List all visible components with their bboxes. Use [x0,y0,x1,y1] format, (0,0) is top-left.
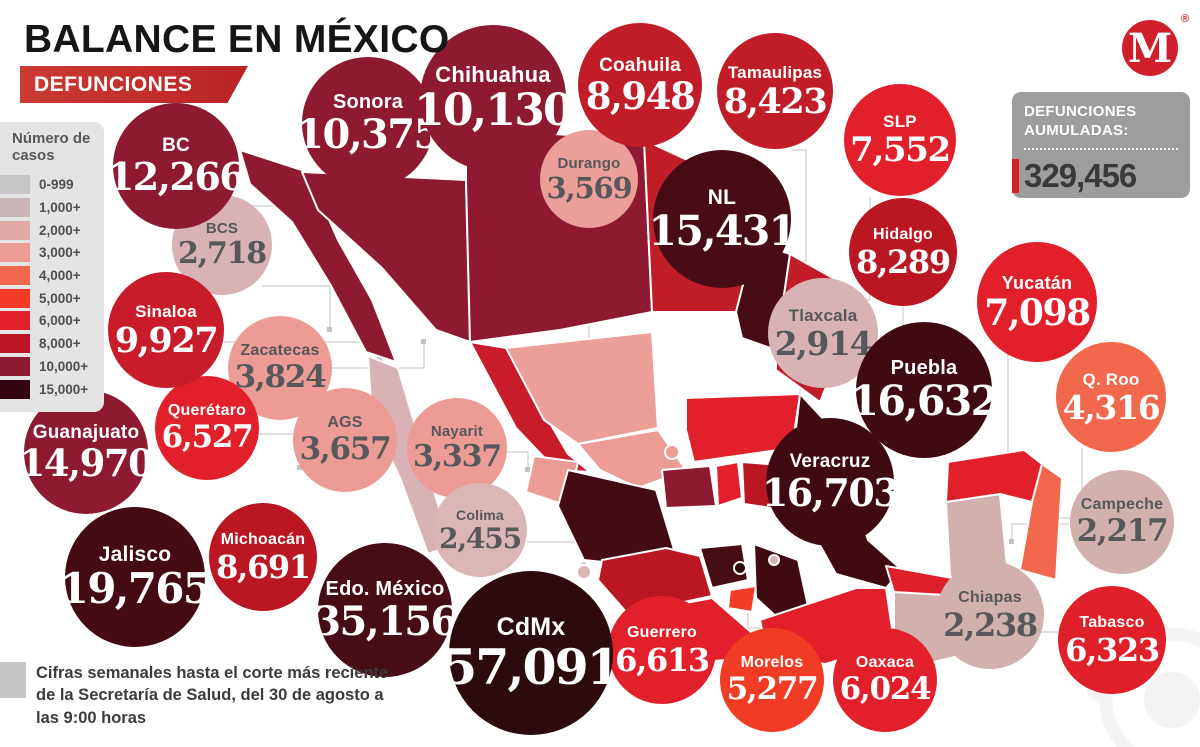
summary-red-bar [1012,158,1019,193]
legend-label: 1,000+ [39,200,81,216]
map-state-colima [576,564,592,580]
map-state-hidalgo [741,461,793,511]
legend-swatch [0,175,30,195]
legend-item: 15,000+ [0,378,104,401]
legend-item: 10,000+ [0,355,104,378]
legend-item: 0-999 [0,174,104,197]
legend-panel: Número de casos 0-999 1,000+ 2,000+ 3,000+ 4… [0,122,104,413]
map-state-chiapas [893,591,977,669]
map-state-tamaulipas [775,253,849,403]
legend-items: 0-999 1,000+ 2,000+ 3,000+ 4,000+ 5,000+ 6,000… [0,174,104,401]
legend-swatch [0,311,30,331]
footnote-part2: a las 9:00 horas [36,686,384,727]
legend-swatch [0,288,30,308]
legend-label: 6,000+ [39,313,81,329]
map-state-campeche [945,493,1009,581]
registered-mark: ® [1181,13,1190,25]
legend-swatch [0,334,30,354]
map-state-morelos [727,585,757,613]
legend-item: 3,000+ [0,242,104,265]
legend-item: 2,000+ [0,219,104,242]
map-state-chihuahua [465,127,653,343]
legend-swatch [0,356,30,376]
accumulated-deaths-box: DEFUNCIONES AUMULADAS: 329,456 [1012,92,1190,198]
legend-title: Número de casos [12,130,91,165]
legend-item: 5,000+ [0,287,104,310]
footnote-swatch [0,662,26,698]
footnote-part1: Cifras semanales hasta el corte más reci… [36,664,389,705]
legend-label: 2,000+ [39,222,81,238]
map-state-ags [664,444,680,460]
legend-label: 4,000+ [39,268,81,284]
legend-label: 15,000+ [39,381,89,397]
legend-swatch [0,379,30,399]
map-state-tlaxcala [768,554,780,566]
map-state-cdmx [733,561,747,575]
legend-label: 8,000+ [39,336,81,352]
map-state-slp [685,393,801,463]
legend-swatch [0,198,30,218]
legend-item: 4,000+ [0,264,104,287]
summary-label-line2: AUMULADAS: [1024,121,1129,139]
legend-label: 3,000+ [39,245,81,261]
legend-item: 6,000+ [0,310,104,333]
accumulated-deaths-value: 329,456 [1024,156,1137,194]
summary-dotted-divider [1024,147,1178,150]
summary-label-line1: DEFUNCIONES [1024,103,1137,120]
footnote-text: Cifras semanales hasta el corte más reci… [36,662,396,729]
footnote: Cifras semanales hasta el corte más reci… [0,662,396,729]
page-title-bold: MÉXICO [293,18,450,61]
map-state-bcs [367,355,451,555]
map-state-guanajuato [661,465,717,509]
legend-item: 1,000+ [0,196,104,219]
virus-watermark [1080,612,1200,747]
page-title-regular: BALANCE EN [24,18,294,61]
map-state-edo-mexico [699,543,749,589]
legend-swatch [0,220,30,240]
legend-swatch [0,266,30,286]
state-shapes [239,127,1063,669]
legend-label: 5,000+ [39,290,81,306]
map-state-veracruz [791,393,903,589]
map-state-queretaro [715,461,743,507]
legend-item: 8,000+ [0,332,104,355]
defunciones-badge: DEFUNCIONES [20,66,248,103]
legend-label: 0-999 [39,177,74,193]
map-state-yucatan [945,449,1043,503]
legend-label: 10,000+ [39,358,89,374]
map-state-coahuila [643,139,755,313]
legend-swatch [0,243,30,263]
milenio-logo-icon: M [1122,20,1178,76]
footnote-bold-date: 30 de agosto [268,686,370,705]
milenio-logo-letter: M [1127,24,1173,72]
page-title: BALANCE EN MÉXICO [24,18,449,62]
